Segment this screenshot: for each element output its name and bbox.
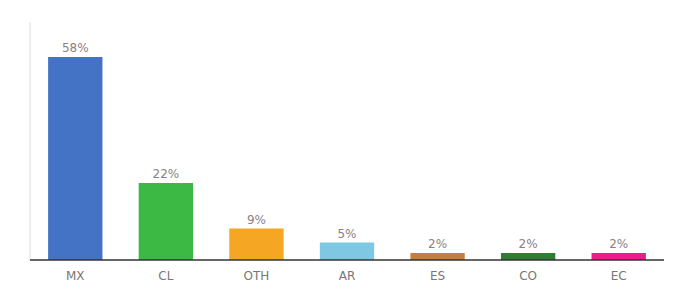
bar — [320, 243, 374, 261]
bar — [410, 253, 464, 260]
x-tick-label: CO — [519, 269, 537, 283]
bar — [229, 229, 283, 261]
data-label: 2% — [519, 237, 538, 251]
bars — [48, 57, 646, 260]
data-label: 58% — [62, 41, 89, 55]
x-tick-label: CL — [158, 269, 173, 283]
bar — [501, 253, 555, 260]
bar — [48, 57, 102, 260]
data-label: 5% — [337, 227, 356, 241]
x-tick-label: OTH — [244, 269, 270, 283]
x-tick-label: ES — [430, 269, 445, 283]
x-tick-label: MX — [66, 269, 85, 283]
bar — [592, 253, 646, 260]
bar — [139, 183, 193, 260]
data-labels: 58% 22% 9% 5% 2% 2% 2% — [62, 41, 628, 251]
y-axis-line — [30, 22, 31, 260]
data-label: 2% — [609, 237, 628, 251]
chart-svg: 58% 22% 9% 5% 2% 2% 2% MX CL OTH AR ES CO EC — [0, 0, 680, 300]
x-tick-label: EC — [611, 269, 627, 283]
x-tick-label: AR — [339, 269, 356, 283]
data-label: 2% — [428, 237, 447, 251]
data-label: 9% — [247, 213, 266, 227]
data-label: 22% — [153, 167, 180, 181]
x-tick-labels: MX CL OTH AR ES CO EC — [66, 269, 627, 283]
chart-container: 58% 22% 9% 5% 2% 2% 2% MX CL OTH AR ES CO EC — [0, 0, 680, 300]
x-axis-line — [30, 259, 664, 261]
